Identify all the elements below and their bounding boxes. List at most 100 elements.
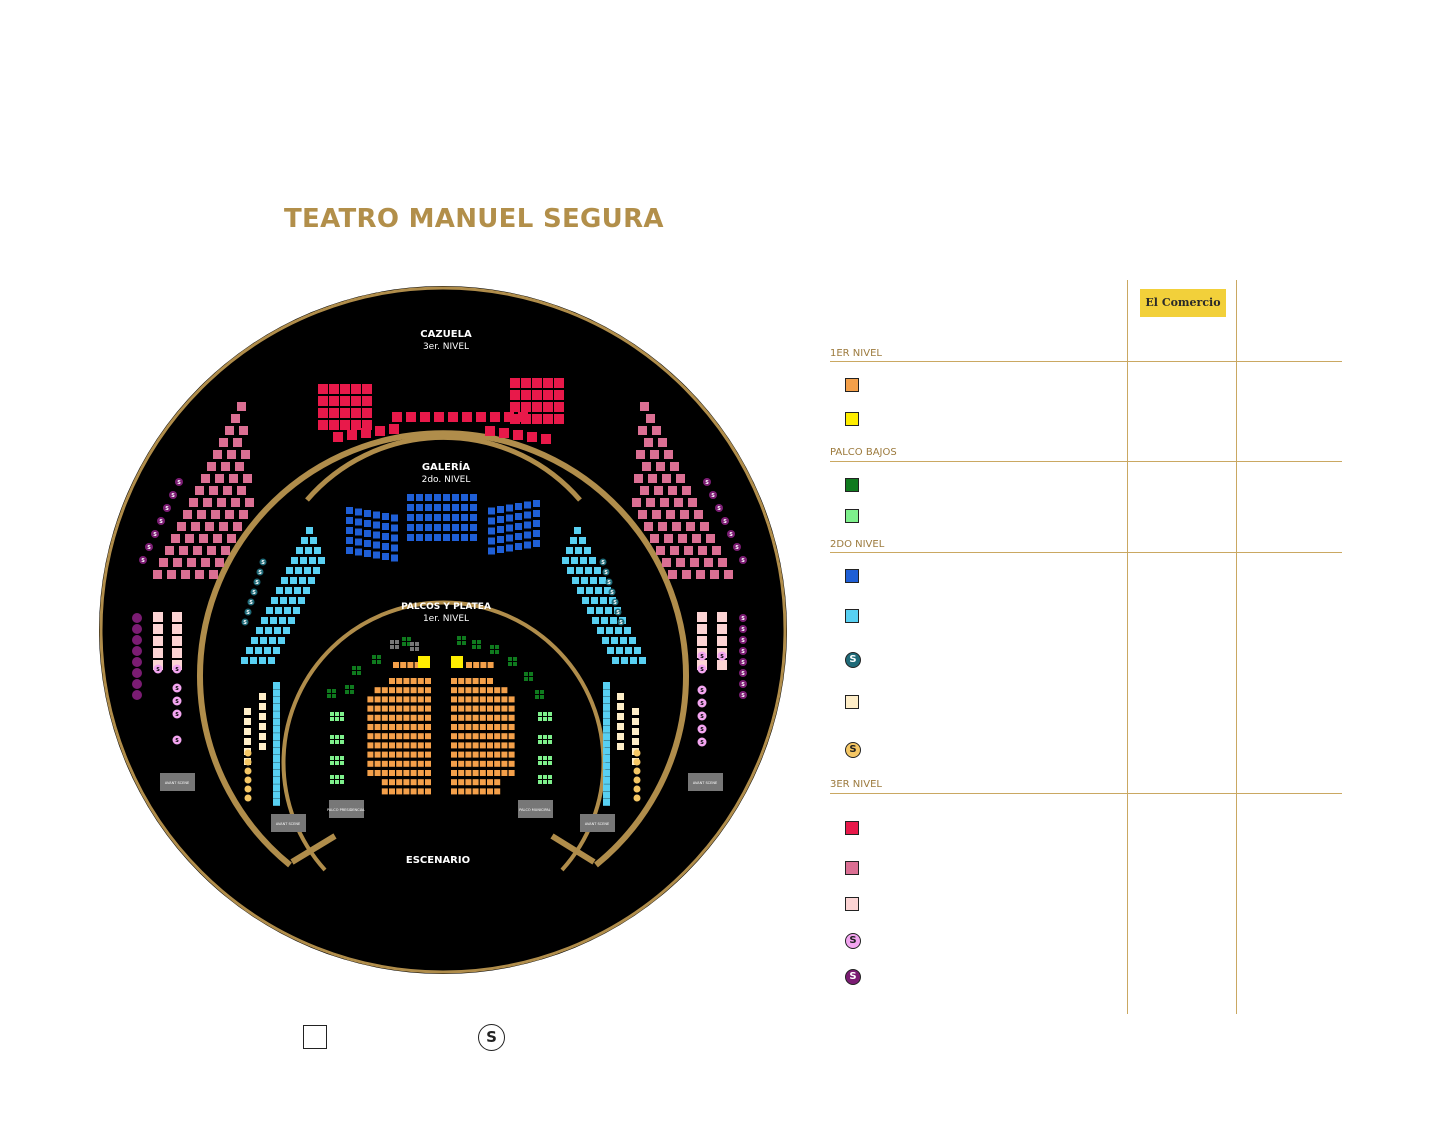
seat-yellow-right — [451, 656, 463, 668]
seat-platea-right — [458, 687, 465, 694]
seat-platea-left — [403, 770, 410, 776]
seat-galeria-column — [273, 755, 280, 762]
seat-galeria-side — [580, 557, 587, 564]
seat-purple-circle — [169, 491, 177, 499]
seat-platea-left — [417, 770, 424, 776]
seat-platea-left — [389, 714, 395, 721]
seat-palco-bajo — [543, 775, 547, 779]
seat-galeria — [382, 533, 389, 540]
seat-cazuela-side — [684, 546, 693, 555]
seat-galeria-side — [584, 547, 591, 554]
seat-cream — [259, 693, 266, 700]
seat-platea-left — [389, 788, 395, 795]
seat-pale-pink — [172, 636, 182, 646]
seat-galeria-side — [271, 597, 278, 604]
seat-gold-circle — [244, 785, 252, 793]
seat-platea-left — [374, 760, 381, 767]
seat-palco-bajo-dark — [372, 660, 376, 664]
seat-platea-left — [425, 779, 431, 786]
seat-platea-right — [508, 714, 515, 721]
seat-galeria — [461, 524, 468, 531]
seat-galeria-column — [273, 711, 280, 719]
seat-galeria-column — [273, 784, 280, 792]
seat-platea-left — [403, 779, 410, 786]
seat-platea-right — [472, 742, 479, 749]
seat-cazuela-side — [183, 510, 192, 519]
seat-cazuela-side — [704, 558, 713, 567]
seat-palco-bajo — [543, 735, 547, 739]
seat-galeria — [373, 551, 380, 559]
seat-galeria-side — [639, 657, 646, 664]
seat-galeria-side — [290, 577, 297, 584]
seat-galeria — [533, 530, 540, 537]
seat-platea-left — [381, 687, 388, 694]
seat-galeria-column — [273, 776, 280, 784]
seat-galeria-side — [310, 537, 317, 544]
seat-cazuela-side — [213, 534, 222, 543]
seat-cazuela — [351, 408, 361, 418]
seat-s-label: S — [175, 699, 179, 705]
seat-platea-right — [501, 770, 508, 776]
seat-platea-left — [410, 678, 417, 684]
seat-platea-left — [403, 760, 410, 767]
seat-platea-left — [389, 742, 395, 749]
seat-galeria-side — [621, 657, 628, 664]
seat-teal-circle — [256, 568, 264, 576]
seat-platea-left — [410, 788, 417, 795]
seat-palco-bajo-dark — [462, 641, 466, 645]
seat-palco-bajo — [538, 775, 542, 779]
seat-platea-right — [465, 770, 472, 776]
seat-s-label: S — [741, 682, 745, 688]
seat-platea-right — [508, 751, 515, 758]
seat-galeria-column — [603, 776, 610, 784]
seat-galeria — [373, 511, 380, 519]
seat-platea-left — [389, 696, 395, 703]
seat-palco-bajo-dark — [327, 694, 331, 698]
seat-platea-right — [465, 760, 472, 767]
seat-palco-bajo-dark — [350, 685, 354, 689]
seat-platea-right — [472, 751, 479, 758]
seat-cazuela-side — [642, 462, 651, 471]
seat-galeria-side — [281, 577, 288, 584]
seat-cazuela-side — [668, 486, 677, 495]
seat-cazuela — [485, 426, 495, 436]
seat-galeria — [373, 521, 380, 529]
seat-galeria — [425, 514, 432, 521]
seat-cream — [632, 718, 639, 725]
seat-platea-right — [451, 687, 457, 694]
seat-palco-bajo — [548, 712, 552, 716]
legend-divider — [830, 793, 1342, 794]
seat-galeria-column — [273, 798, 280, 806]
seat-galeria-side — [597, 627, 604, 634]
seat-platea-left — [403, 733, 410, 740]
seat-cazuela-side — [658, 438, 667, 447]
seat-galeria-side — [599, 577, 606, 584]
seat-cazuela-side — [209, 570, 218, 579]
seat-purple-circle — [163, 504, 171, 512]
galeria-ring — [197, 430, 689, 868]
seat-cazuela — [318, 420, 328, 430]
seat-galeria-side — [590, 577, 597, 584]
seat-cazuela-side — [648, 474, 657, 483]
seat-cazuela — [392, 412, 402, 422]
seat-cazuela — [406, 412, 416, 422]
seat-platea-left — [417, 678, 424, 684]
seat-pale-pink — [717, 660, 727, 670]
seat-gray — [410, 647, 414, 651]
legend-swatch-rose — [845, 861, 859, 875]
seat-s-label: S — [741, 671, 745, 677]
seat-galeria — [382, 523, 389, 530]
seat-cazuela — [554, 414, 564, 424]
seat-galeria-side — [278, 637, 285, 644]
seat-galeria — [416, 514, 423, 521]
seat-platea-right — [487, 724, 493, 730]
seat-platea-left — [403, 742, 410, 749]
seat-cazuela-side — [664, 534, 673, 543]
seat-pale-pink — [697, 636, 707, 646]
seat-teal-circle — [599, 558, 607, 566]
seat-pink-circle — [172, 683, 182, 693]
seat-platea-left — [410, 770, 417, 776]
seat-galeria — [461, 534, 468, 541]
seat-cazuela-side — [239, 510, 248, 519]
seat-palco-bajo — [538, 761, 542, 765]
